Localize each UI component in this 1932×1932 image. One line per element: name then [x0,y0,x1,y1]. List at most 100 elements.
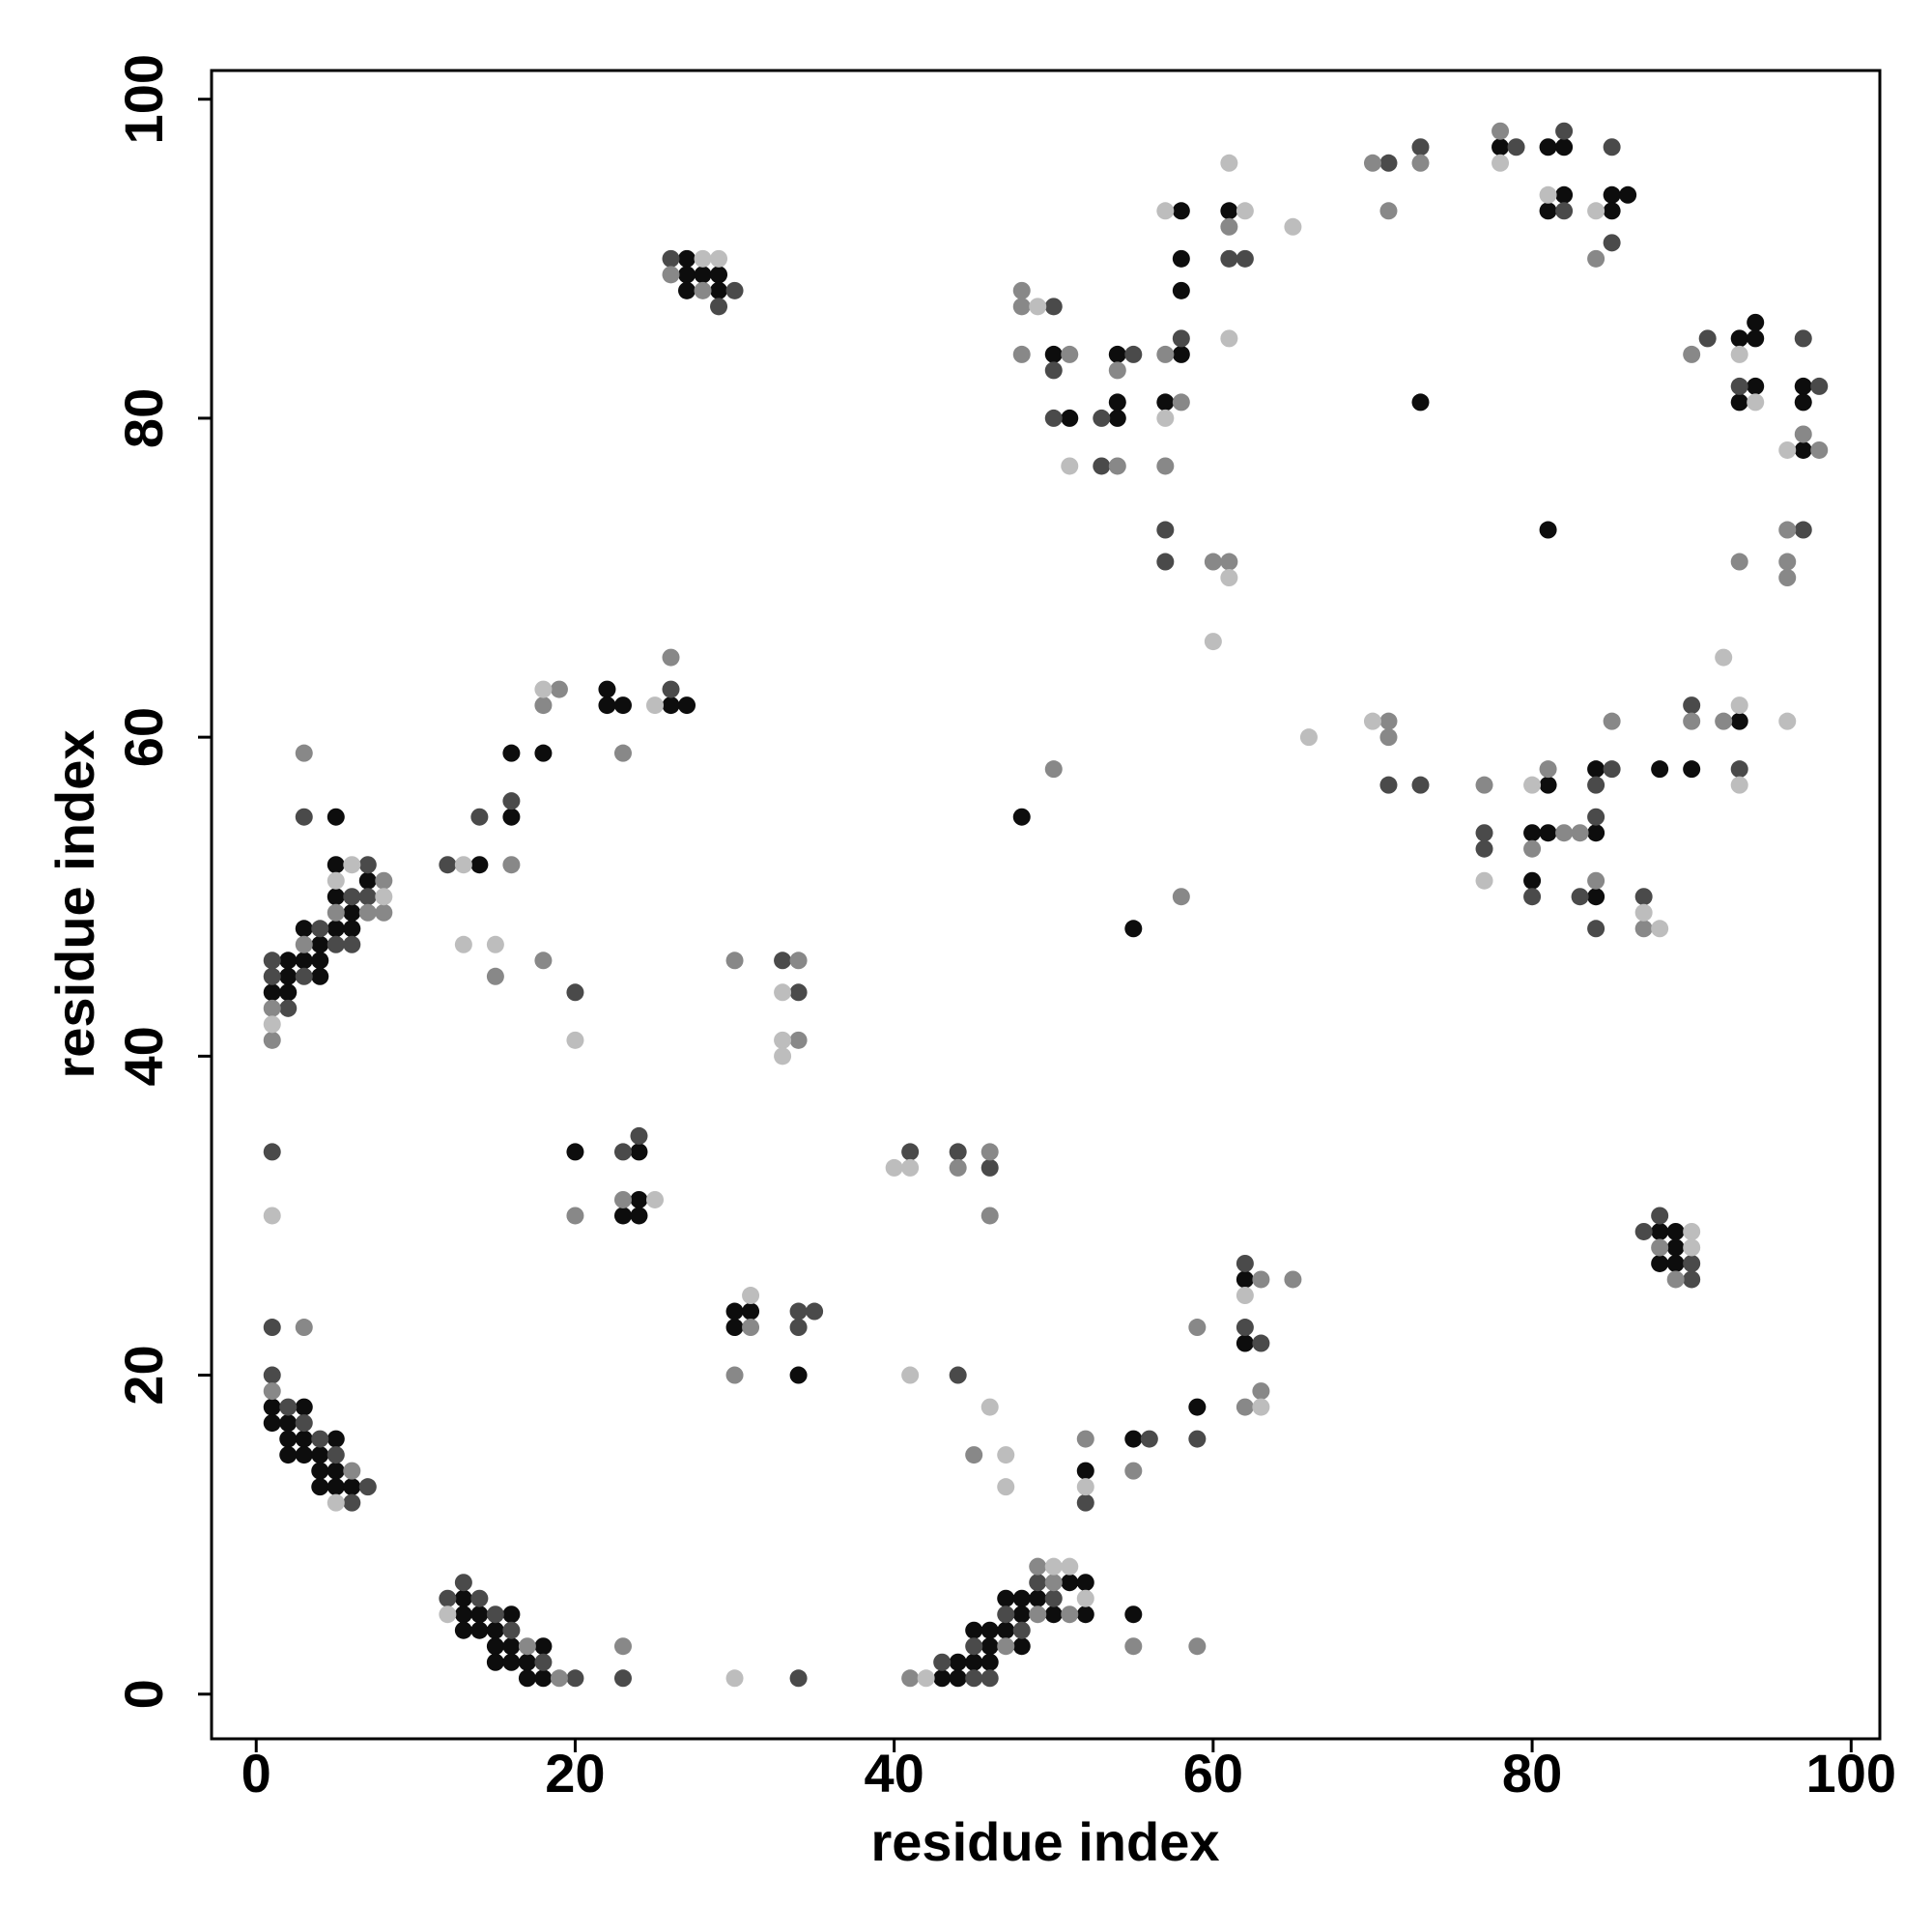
point [454,935,472,953]
point [263,1382,281,1401]
point [1379,202,1398,220]
point [1076,1589,1094,1607]
point [263,1207,281,1225]
point [470,856,489,874]
point [1044,361,1063,380]
point [327,920,345,938]
point [1220,329,1238,348]
x-tick-label: 100 [1806,1743,1896,1804]
point [502,1621,521,1639]
point [1108,393,1126,412]
point [1220,154,1238,172]
point [263,1319,281,1337]
point [1730,377,1748,395]
point [1012,345,1031,363]
point [1683,712,1701,730]
point [1411,776,1430,794]
point [279,1398,298,1416]
point [1634,903,1653,922]
point [1778,521,1797,539]
point [279,983,298,1002]
point [343,856,361,874]
point [980,1143,999,1161]
point [1220,569,1238,587]
point [343,1493,361,1512]
point [1523,839,1542,858]
point [1634,920,1653,938]
point [343,1462,361,1480]
point [1683,1238,1701,1257]
point [1188,1398,1207,1416]
point [997,1621,1015,1639]
point [279,967,298,985]
point [1236,1270,1254,1289]
point [1683,1254,1701,1272]
point [901,1669,920,1688]
point [949,1366,967,1384]
point [1411,138,1430,156]
point [1061,1605,1079,1624]
point [997,1605,1015,1624]
point [1172,393,1190,412]
point [1539,776,1557,794]
point [885,1158,903,1177]
point [1252,1270,1270,1289]
point [1571,888,1589,906]
point [1810,377,1829,395]
point [789,983,808,1002]
point [1730,776,1748,794]
point [1651,1254,1669,1272]
point [980,1653,999,1671]
point [1220,249,1238,268]
point [1587,760,1605,779]
point [710,298,728,316]
point [1634,1222,1653,1240]
point [1523,776,1542,794]
point [534,1669,553,1688]
point [1044,409,1063,427]
point [1794,440,1812,459]
point [1794,377,1812,395]
point [613,1143,632,1161]
point [486,1637,504,1656]
point [1044,345,1063,363]
point [1539,185,1557,204]
point [1236,202,1254,220]
point [1603,760,1621,779]
point [327,871,345,890]
point [1730,760,1748,779]
point [502,808,521,826]
point [1411,393,1430,412]
point [1730,696,1748,715]
point [295,1430,313,1448]
point [598,680,616,698]
point [933,1653,952,1671]
point [327,1462,345,1480]
point [1539,521,1557,539]
point [774,952,792,970]
point [1188,1637,1207,1656]
point [1747,329,1765,348]
point [1523,871,1542,890]
point [486,967,504,985]
point [789,1366,808,1384]
point [1108,345,1126,363]
point [279,1446,298,1464]
point [470,1605,489,1624]
point [710,249,728,268]
point [486,1605,504,1624]
point [965,1621,983,1639]
point [263,952,281,970]
point [630,1126,648,1145]
point [1651,1207,1669,1225]
point [1012,1621,1031,1639]
point [375,871,393,890]
point [327,808,345,826]
point [949,1653,967,1671]
plot-frame [210,69,1882,1741]
point [1666,1238,1685,1257]
point [486,1653,504,1671]
point [327,1430,345,1448]
point [534,952,553,970]
point [1730,393,1748,412]
